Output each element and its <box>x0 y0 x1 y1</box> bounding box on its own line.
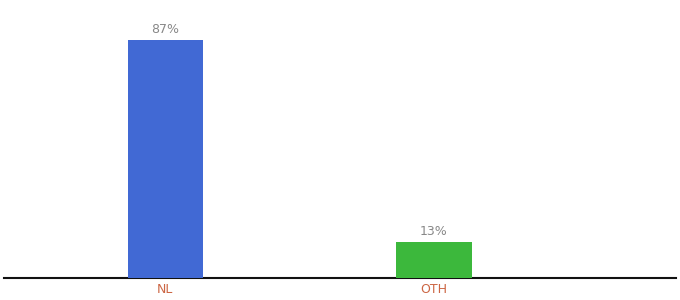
Bar <box>396 242 472 278</box>
Text: 13%: 13% <box>420 225 448 238</box>
Bar <box>128 40 203 278</box>
Text: 87%: 87% <box>152 23 180 36</box>
